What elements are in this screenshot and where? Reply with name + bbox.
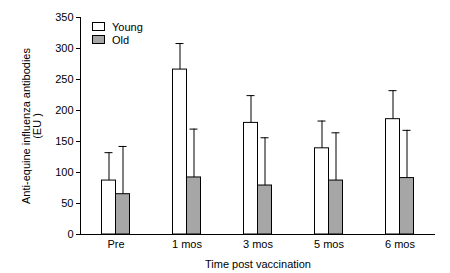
svg-text:50: 50 bbox=[61, 197, 73, 209]
svg-text:1 mos: 1 mos bbox=[172, 238, 202, 250]
svg-text:250: 250 bbox=[55, 73, 73, 85]
svg-text:200: 200 bbox=[55, 104, 73, 116]
svg-text:6 mos: 6 mos bbox=[385, 238, 415, 250]
html-text:Old: Old bbox=[112, 33, 130, 46]
svg-text:Time post vaccination: Time post vaccination bbox=[205, 258, 311, 270]
svg-text:5 mos: 5 mos bbox=[314, 238, 344, 250]
svg-text:Anti-equine influenza antibodi: Anti-equine influenza antibodies(EU ) bbox=[20, 48, 43, 204]
svg-text:150: 150 bbox=[55, 135, 73, 147]
svg-text:Pre: Pre bbox=[107, 238, 124, 250]
svg-text:300: 300 bbox=[55, 42, 73, 54]
svg-text:350: 350 bbox=[55, 11, 73, 23]
svg-text:3 mos: 3 mos bbox=[243, 238, 273, 250]
html-text:Young: Young bbox=[112, 20, 143, 33]
svg-text:100: 100 bbox=[55, 166, 73, 178]
svg-text:0: 0 bbox=[67, 228, 73, 240]
